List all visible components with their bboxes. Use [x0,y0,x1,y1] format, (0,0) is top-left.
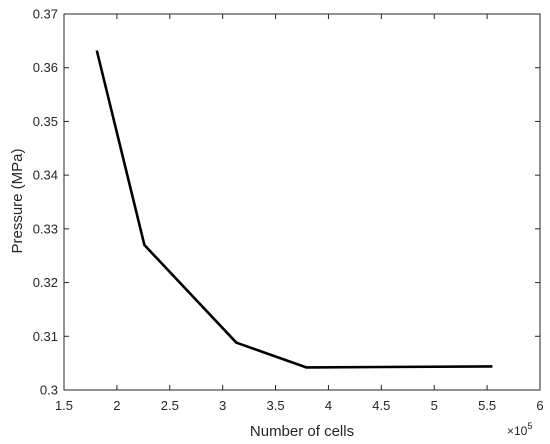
x-axis-exponent-label: ×105 [507,421,532,438]
plot-area [63,13,541,391]
y-tick-label: 0.31 [33,329,58,344]
x-tick-label: 4.5 [372,398,390,413]
x-tick-label: 5.5 [478,398,496,413]
y-tick-label: 0.33 [33,221,58,236]
x-axis-ticks: 1.5 2 2.5 3 3.5 4 4.5 5 5.5 6 [55,14,544,413]
y-axis-ticks: 0.3 0.31 0.32 0.33 0.34 0.35 0.36 0.37 [33,7,540,398]
x-tick-label: 6 [536,398,543,413]
x-tick-label: 5 [431,398,438,413]
y-tick-label: 0.36 [33,60,58,75]
x-tick-label: 3.5 [267,398,285,413]
x-tick-label: 2 [113,398,120,413]
y-tick-label: 0.37 [33,7,58,22]
y-tick-label: 0.34 [33,168,58,183]
x-tick-label: 1.5 [55,398,73,413]
plot-frame [63,13,541,391]
y-tick-label: 0.35 [33,114,58,129]
series-layer [95,50,493,369]
y-tick-label: 0.3 [40,383,58,398]
y-axis-label: Pressure (MPa) [9,148,26,253]
y-tick-label: 0.32 [33,275,58,290]
x-axis-label: Number of cells [250,423,354,440]
x-tick-label: 4 [325,398,332,413]
series-line [95,50,493,369]
x-axis-multiplier: ×10 [507,424,528,438]
x-axis-exponent: 5 [527,421,532,431]
x-tick-label: 3 [219,398,226,413]
x-tick-label: 2.5 [161,398,179,413]
